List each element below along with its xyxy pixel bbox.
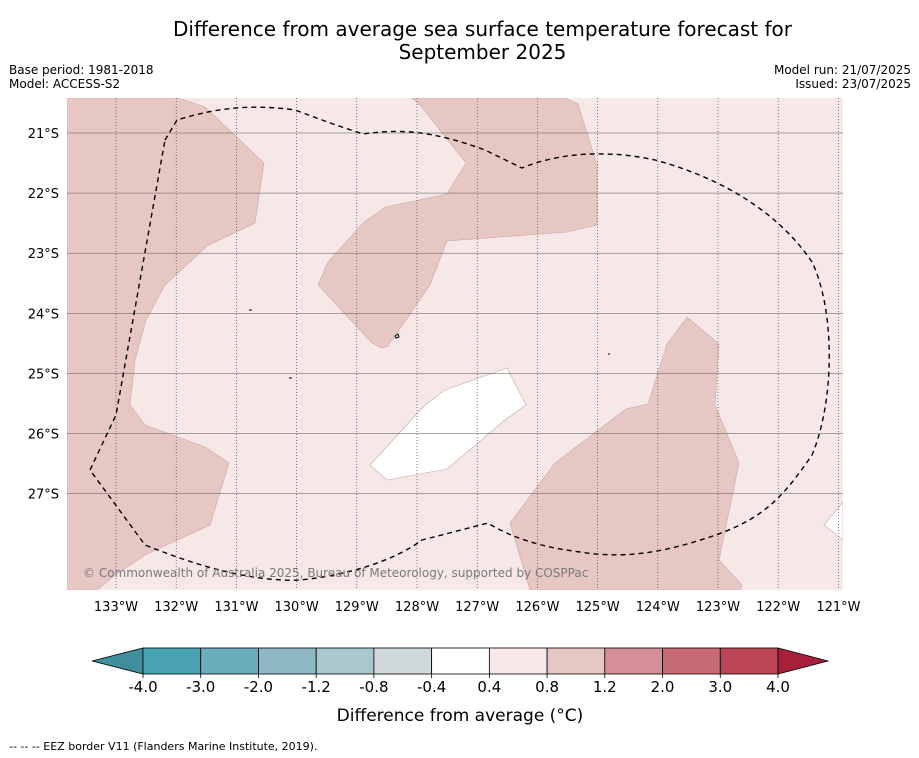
colorbar-cell xyxy=(200,647,259,675)
sst-map: © Commonwealth of Australia 2025, Bureau… xyxy=(28,98,861,615)
colorbar-extend-low xyxy=(91,647,144,675)
meta-right: Model run: 21/07/2025 Issued: 23/07/2025 xyxy=(774,63,911,91)
eez-border xyxy=(89,106,830,581)
lat-tick-label: 27°S xyxy=(28,488,59,503)
colorbar-tick-label: -0.4 xyxy=(417,678,446,696)
lon-tick-label: 124°W xyxy=(636,600,680,615)
region-north-warm xyxy=(317,98,598,349)
colorbar-cell xyxy=(315,647,375,675)
colorbar-cell xyxy=(662,647,721,675)
region-southeast-warm xyxy=(509,316,743,590)
colorbar-tick-label: -4.0 xyxy=(128,678,157,696)
lon-tick-label: 131°W xyxy=(214,600,258,615)
model-run: Model run: 21/07/2025 xyxy=(773,63,911,77)
colorbar-tick-label: -1.2 xyxy=(302,678,331,696)
colorbar-cell xyxy=(142,647,202,675)
colorbar-cell xyxy=(719,647,779,675)
colorbar-cell xyxy=(488,647,548,675)
colorbar-tick-label: -3.0 xyxy=(186,678,215,696)
colorbar-tick-label: 0.8 xyxy=(535,678,559,696)
gridlines xyxy=(67,98,843,590)
island-marker xyxy=(394,333,400,339)
lon-tick-label: 122°W xyxy=(756,600,800,615)
meta-left: Base period: 1981-2018 Model: ACCESS-S2 xyxy=(9,63,154,91)
lat-tick-label: 23°S xyxy=(28,247,59,262)
colorbar-tick-label: 1.2 xyxy=(593,678,617,696)
region-central-neutral xyxy=(369,367,527,481)
colorbar: -4.0 -3.0 -2.0 -1.2 -0.8 -0.4 0.4 0.8 1.2 2.0 3.0 4… xyxy=(91,647,830,726)
chart-title: Difference from average sea surface temp… xyxy=(120,18,845,64)
colorbar-cell xyxy=(604,647,663,675)
colorbar-ticks: -4.0 -3.0 -2.0 -1.2 -0.8 -0.4 0.4 0.8 1.2 2.0 3.0 4… xyxy=(128,674,790,696)
lon-tick-label: 125°W xyxy=(576,600,620,615)
colorbar-cells xyxy=(91,647,830,675)
base-period: Base period: 1981-2018 xyxy=(9,63,154,77)
eez-legend: -- -- -- EEZ border V11 (Flanders Marine… xyxy=(9,740,318,753)
colorbar-tick-label: 0.4 xyxy=(477,678,501,696)
colorbar-tick-label: -0.8 xyxy=(359,678,388,696)
lon-tick-label: 132°W xyxy=(154,600,198,615)
colorbar-cell xyxy=(546,647,606,675)
lon-tick-label: 126°W xyxy=(515,600,559,615)
model-name: Model: ACCESS-S2 xyxy=(9,77,121,91)
colorbar-cell xyxy=(373,647,433,675)
colorbar-cell xyxy=(431,647,490,675)
lon-tick-label: 130°W xyxy=(275,600,319,615)
colorbar-tick-label: 4.0 xyxy=(766,678,790,696)
lon-tick-label: 129°W xyxy=(335,600,379,615)
lat-tick-label: 24°S xyxy=(28,307,59,322)
latitude-labels: 21°S 22°S 23°S 24°S 25°S 26°S 27°S xyxy=(28,127,59,503)
lat-tick-label: 22°S xyxy=(28,187,59,202)
copyright-text: © Commonwealth of Australia 2025, Bureau… xyxy=(83,566,588,580)
lon-tick-label: 127°W xyxy=(455,600,499,615)
issued-date: Issued: 23/07/2025 xyxy=(795,77,911,91)
colorbar-tick-label: -2.0 xyxy=(244,678,273,696)
colorbar-cell xyxy=(258,647,317,675)
chart-title-line1: Difference from average sea surface temp… xyxy=(172,17,792,41)
lon-tick-label: 133°W xyxy=(94,600,138,615)
chart-title-line2: September 2025 xyxy=(398,40,567,64)
lon-tick-label: 128°W xyxy=(395,600,439,615)
colorbar-tick-label: 2.0 xyxy=(651,678,675,696)
colorbar-tick-label: 3.0 xyxy=(708,678,732,696)
lon-tick-label: 121°W xyxy=(816,600,860,615)
longitude-labels: 133°W 132°W 131°W 130°W 129°W 128°W 127°W 126°W… xyxy=(94,600,861,615)
colorbar-label: Difference from average (°C) xyxy=(337,706,584,726)
lat-tick-label: 21°S xyxy=(28,127,59,142)
colorbar-extend-high xyxy=(777,647,830,675)
lon-tick-label: 123°W xyxy=(696,600,740,615)
lat-tick-label: 25°S xyxy=(28,367,59,382)
lat-tick-label: 26°S xyxy=(28,428,59,443)
